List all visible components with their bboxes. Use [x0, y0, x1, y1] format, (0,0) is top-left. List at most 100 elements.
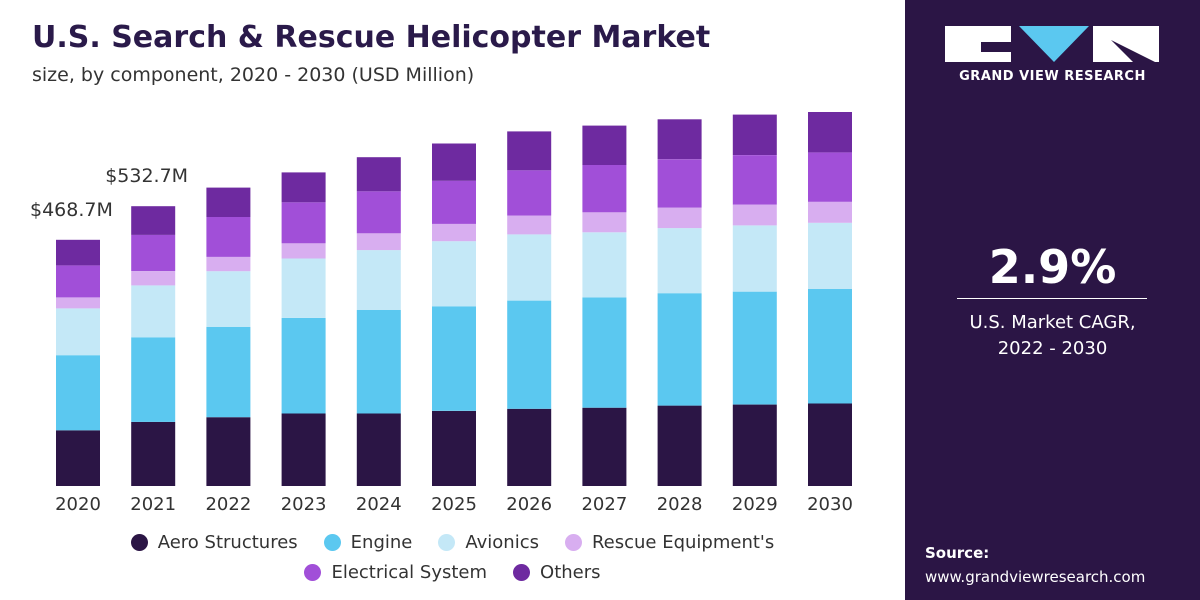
bar-engine-2020: [56, 355, 100, 431]
bar-electrical-system-2024: [356, 191, 401, 234]
legend-item-aero-structures: Aero Structures: [130, 532, 298, 553]
legend-label-aero-structures: Aero Structures: [157, 532, 298, 553]
legend-label-others: Others: [540, 562, 601, 583]
bar-electrical-system-2029: [732, 155, 777, 205]
bar-avionics-2022: [206, 271, 251, 327]
source-label: Source:: [925, 544, 990, 562]
bar-others-2022: [206, 187, 251, 217]
legend-label-engine: Engine: [350, 532, 413, 553]
x-tick-label-2024: 2024: [356, 494, 402, 515]
bar-rescue-equipment-s-2022: [206, 257, 251, 272]
legend-label-avionics: Avionics: [465, 532, 539, 553]
bar-rescue-equipment-s-2029: [732, 204, 777, 226]
x-tick-label-2025: 2025: [431, 494, 477, 515]
bar-others-2028: [657, 119, 702, 160]
bar-engine-2029: [732, 291, 777, 405]
bar-engine-2021: [131, 337, 176, 422]
x-tick-label-2030: 2030: [807, 494, 853, 515]
bar-avionics-2028: [657, 228, 702, 294]
legend-swatch-rescue-equipment: [564, 534, 582, 551]
legend-swatch-engine: [323, 534, 341, 551]
cagr-value: 2.9%: [988, 240, 1117, 294]
bar-engine-2026: [507, 300, 552, 409]
bar-aero-structures-2022: [206, 417, 251, 486]
bar-aero-structures-2020: [56, 430, 100, 486]
bar-electrical-system-2026: [507, 170, 552, 216]
chart-subtitle: size, by component, 2020 - 2030 (USD Mil…: [32, 64, 475, 86]
chart-panel: U.S. Search & Rescue Helicopter Market s…: [0, 20, 905, 583]
bar-others-2030: [808, 112, 852, 153]
x-tick-label-2028: 2028: [657, 494, 703, 515]
bar-others-2029: [732, 114, 777, 155]
bar-avionics-2024: [356, 250, 401, 310]
legend-row-1: Aero Structures Engine Avionics Rescue E…: [0, 532, 905, 553]
data-label-2020: $468.7M: [30, 199, 113, 221]
bar-others-2021: [131, 206, 176, 235]
x-tick-label-2029: 2029: [732, 494, 778, 515]
bar-others-2024: [356, 157, 401, 192]
bar-avionics-2025: [432, 241, 476, 307]
bar-avionics-2021: [131, 285, 176, 338]
bar-others-2020: [56, 239, 100, 266]
x-tick-label-2026: 2026: [506, 494, 552, 515]
legend-item-rescue-equipment: Rescue Equipment's: [564, 532, 775, 553]
legend-item-others: Others: [513, 562, 601, 583]
bar-aero-structures-2027: [582, 407, 627, 486]
bar-engine-2027: [582, 297, 627, 408]
bar-engine-2030: [808, 289, 852, 404]
legend-item-electrical-system: Electrical System: [304, 562, 487, 583]
x-tick-label-2021: 2021: [130, 494, 176, 515]
legend-swatch-others: [513, 564, 531, 581]
legend-label-rescue-equipment: Rescue Equipment's: [591, 532, 775, 553]
bar-electrical-system-2020: [56, 265, 100, 298]
bar-rescue-equipment-s-2026: [507, 215, 552, 235]
x-tick-label-2022: 2022: [205, 494, 251, 515]
bar-avionics-2029: [732, 225, 777, 292]
x-tick-label-2027: 2027: [581, 494, 627, 515]
bar-others-2027: [582, 125, 627, 165]
legend-item-engine: Engine: [323, 532, 413, 553]
bar-aero-structures-2030: [808, 403, 852, 486]
bar-electrical-system-2021: [131, 234, 176, 272]
legend-row-2: Electrical System Others: [0, 562, 905, 583]
bar-rescue-equipment-s-2028: [657, 207, 702, 229]
bar-aero-structures-2028: [657, 405, 702, 486]
bar-rescue-equipment-s-2023: [281, 243, 326, 259]
gvr-logo-icon: [945, 26, 1159, 62]
kpi-divider: [957, 298, 1147, 299]
bar-electrical-system-2025: [432, 180, 476, 224]
bar-electrical-system-2023: [281, 202, 326, 244]
legend-label-electrical-system: Electrical System: [331, 562, 488, 583]
brand-name: GRAND VIEW RESEARCH: [959, 69, 1146, 84]
chart-title: U.S. Search & Rescue Helicopter Market: [32, 20, 711, 55]
cagr-label-line1: U.S. Market CAGR,: [969, 312, 1136, 333]
stacked-bar-chart: 2020 2021 2022 2023 2024 2025 2026 2027 2028 2029…: [30, 112, 853, 515]
bar-rescue-equipment-s-2021: [131, 271, 176, 286]
bar-avionics-2026: [507, 234, 552, 301]
bar-others-2025: [432, 143, 476, 181]
cagr-label: U.S. Market CAGR, 2022 - 2030: [905, 310, 1200, 362]
bar-aero-structures-2024: [356, 413, 401, 486]
bar-rescue-equipment-s-2025: [432, 223, 476, 242]
cagr-label-line2: 2022 - 2030: [997, 338, 1108, 359]
bar-avionics-2023: [281, 258, 326, 318]
bar-aero-structures-2026: [507, 408, 552, 486]
legend-swatch-avionics: [438, 534, 456, 551]
bar-engine-2028: [657, 293, 702, 406]
legend-swatch-electrical-system: [304, 564, 322, 581]
bar-electrical-system-2027: [582, 165, 627, 213]
info-panel: GRAND VIEW RESEARCH 2.9% U.S. Market CAG…: [905, 0, 1200, 600]
source-link[interactable]: www.grandviewresearch.com: [925, 568, 1146, 586]
legend-item-avionics: Avionics: [438, 532, 539, 553]
legend-swatch-aero-structures: [130, 534, 148, 551]
x-tick-label-2023: 2023: [281, 494, 327, 515]
bar-others-2023: [281, 172, 326, 203]
bar-aero-structures-2029: [732, 404, 777, 486]
x-tick-label-2020: 2020: [55, 494, 101, 515]
bar-electrical-system-2022: [206, 217, 251, 257]
bar-aero-structures-2021: [131, 421, 176, 486]
bar-rescue-equipment-s-2030: [808, 201, 852, 223]
bar-electrical-system-2028: [657, 159, 702, 208]
data-label-2021: $532.7M: [105, 165, 188, 187]
bar-electrical-system-2030: [808, 152, 852, 202]
